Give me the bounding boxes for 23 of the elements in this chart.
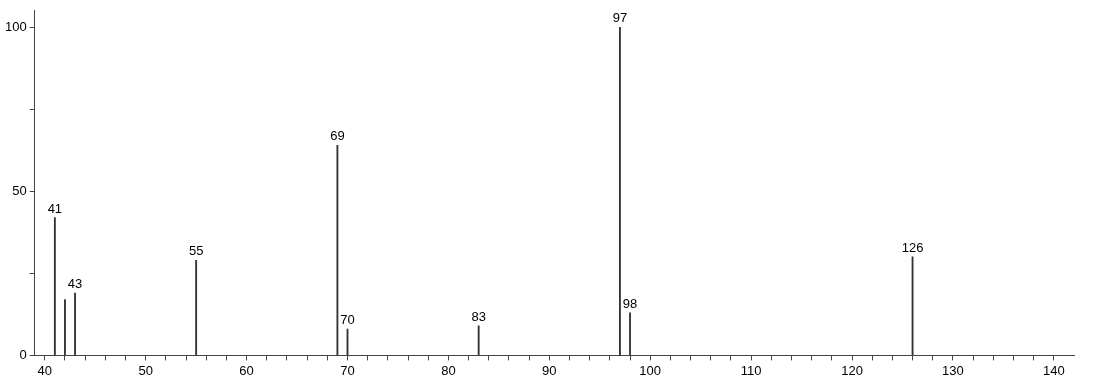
x-tick-label: 90: [542, 362, 557, 378]
annotation: 55: [188, 243, 204, 259]
y-tick-label: 100: [4, 18, 27, 34]
annotation: 97: [612, 10, 628, 26]
x-tick-label: 100: [639, 362, 662, 378]
annotation: 126: [901, 240, 924, 256]
x-tick-label: 130: [942, 362, 964, 378]
annotation: 43: [67, 276, 83, 292]
x-tick-label: 40: [37, 362, 53, 378]
x-tick-label: 70: [340, 362, 355, 378]
x-tick-label: 110: [740, 362, 762, 378]
x-tick-label: 120: [841, 362, 863, 378]
annotation: 98: [622, 295, 638, 311]
annotation: 69: [330, 128, 345, 144]
x-tick-label: 50: [138, 362, 153, 378]
x-tick-label: 60: [239, 362, 254, 378]
annotation: 41: [47, 200, 63, 216]
annotation: 70: [340, 312, 355, 328]
y-tick-label: 0: [19, 346, 27, 362]
annotation: 83: [471, 308, 486, 324]
y-tick-label: 50: [12, 182, 27, 198]
x-tick-label: 80: [441, 362, 456, 378]
x-tick-label: 140: [1042, 362, 1065, 378]
